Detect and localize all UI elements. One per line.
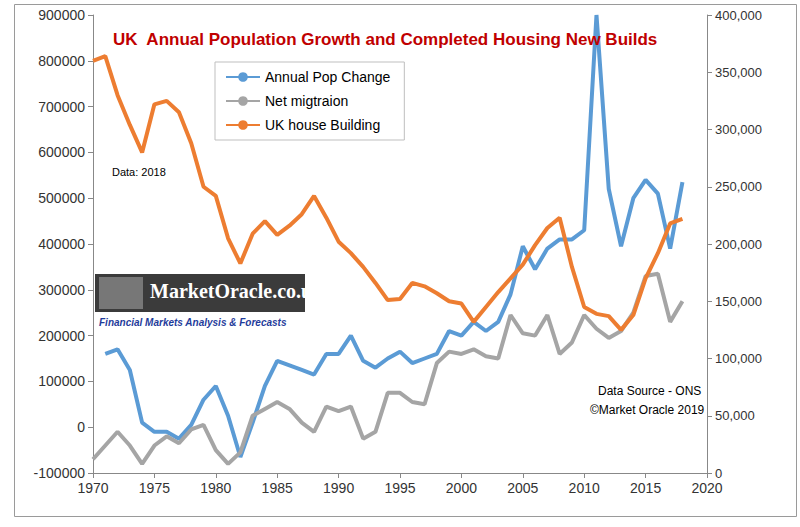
svg-text:200000: 200000 <box>38 328 85 344</box>
svg-text:1985: 1985 <box>262 480 293 496</box>
svg-text:600000: 600000 <box>38 144 85 160</box>
svg-text:500000: 500000 <box>38 190 85 206</box>
svg-text:MarketOracle.co.uk: MarketOracle.co.uk <box>150 280 324 302</box>
svg-text:100000: 100000 <box>38 373 85 389</box>
svg-text:300,000: 300,000 <box>715 122 762 137</box>
svg-text:400000: 400000 <box>38 236 85 252</box>
svg-text:2005: 2005 <box>507 480 538 496</box>
svg-text:200,000: 200,000 <box>715 237 762 252</box>
svg-text:2000: 2000 <box>446 480 477 496</box>
svg-text:-100000: -100000 <box>34 465 86 481</box>
svg-text:UK Annual Population Growth a: UK Annual Population Growth and Complete… <box>113 30 657 49</box>
svg-text:Net migtraion: Net migtraion <box>265 93 348 109</box>
svg-text:150,000: 150,000 <box>715 294 762 309</box>
svg-text:1970: 1970 <box>77 480 108 496</box>
svg-text:0: 0 <box>715 466 722 481</box>
svg-text:1980: 1980 <box>200 480 231 496</box>
svg-text:2010: 2010 <box>569 480 600 496</box>
svg-text:1990: 1990 <box>323 480 354 496</box>
svg-text:UK house Building: UK house Building <box>265 117 380 133</box>
svg-text:700000: 700000 <box>38 99 85 115</box>
svg-text:2015: 2015 <box>630 480 661 496</box>
svg-text:50,000: 50,000 <box>715 408 755 423</box>
svg-text:300000: 300000 <box>38 282 85 298</box>
svg-text:Financial Markets Analysis & F: Financial Markets Analysis & Forecasts <box>99 317 287 328</box>
svg-text:800000: 800000 <box>38 53 85 69</box>
svg-text:900000: 900000 <box>38 7 85 23</box>
svg-text:1995: 1995 <box>384 480 415 496</box>
svg-text:1975: 1975 <box>139 480 170 496</box>
svg-text:Data Source - ONS: Data Source - ONS <box>598 384 701 398</box>
svg-text:Data: 2018: Data: 2018 <box>112 166 166 178</box>
svg-text:0: 0 <box>77 419 85 435</box>
svg-text:250,000: 250,000 <box>715 179 762 194</box>
svg-text:100,000: 100,000 <box>715 351 762 366</box>
svg-text:Annual Pop Change: Annual Pop Change <box>265 69 391 85</box>
svg-text:©Market Oracle 2019: ©Market Oracle 2019 <box>590 403 705 417</box>
svg-text:400,000: 400,000 <box>715 8 762 23</box>
svg-text:2020: 2020 <box>691 480 722 496</box>
svg-text:350,000: 350,000 <box>715 65 762 80</box>
